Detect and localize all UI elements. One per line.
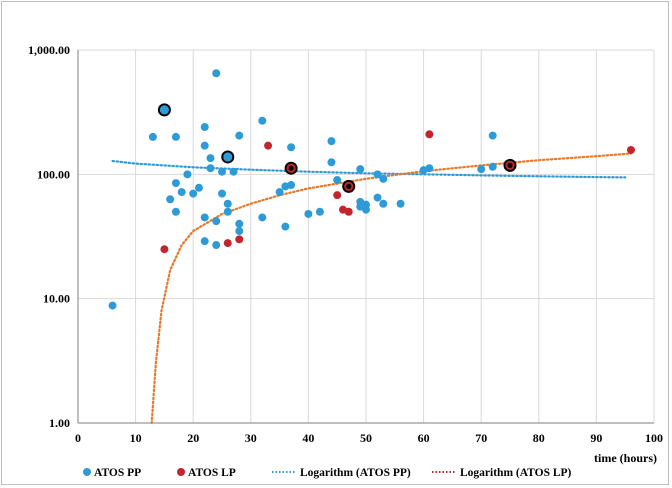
data-point [223,207,232,216]
data-point [166,195,175,204]
data-point [235,131,244,140]
grid-lines [78,49,655,423]
data-point [160,245,169,254]
data-point [477,165,486,174]
data-point [488,162,497,171]
legend-label: ATOS PP [94,467,141,479]
legend-item: ATOS PP [83,467,141,479]
data-point [373,193,382,202]
data-point [425,164,434,173]
data-point [379,199,388,208]
data-point [315,207,324,216]
data-point [235,219,244,228]
data-point [189,189,198,198]
x-tick-label: 0 [75,431,81,445]
x-tick-label: 10 [130,431,142,445]
data-point [223,199,232,208]
data-point [171,132,180,141]
y-tick-label: 10.00 [43,292,70,306]
x-tick-label: 60 [418,431,430,445]
highlight-center [346,183,352,189]
data-point [235,235,244,244]
data-point [362,205,370,214]
data-point [200,123,209,132]
data-point [218,189,226,198]
axes [77,50,654,424]
data-point [200,213,209,222]
data-point [183,170,192,179]
data-point [206,164,215,173]
x-tick-label: 40 [302,431,314,445]
data-point [287,143,296,152]
y-tick-label: 1.00 [49,416,70,430]
legend-item: Logarithm (ATOS PP) [272,467,411,479]
highlight-point [159,105,169,115]
x-tick-label: 50 [360,431,372,445]
tick-labels: 0 10 20 30 40 50 60 70 80 90 100 1.00 10.00 100.00 1,0… [28,43,663,445]
x-tick-label: 70 [475,431,487,445]
data-point [171,179,180,188]
legend-item: ATOS LP [177,467,236,479]
data-point [212,217,221,226]
data-point [333,176,342,185]
data-point [344,207,353,216]
data-point [287,181,296,190]
data-point [258,116,267,125]
data-point [327,137,336,146]
trendline [111,159,627,179]
data-point [396,199,405,208]
data-point [333,191,342,200]
highlight-point [223,152,233,162]
data-point [488,131,497,140]
data-point [373,170,382,179]
x-tick-label: 20 [187,431,199,445]
x-tick-label: 90 [590,431,602,445]
data-point [327,158,336,167]
x-axis-label: time (hours) [594,451,657,465]
highlight-center [288,165,294,171]
data-point [108,301,117,310]
x-tick-label: 100 [645,431,663,445]
data-points [108,69,635,310]
legend-marker [83,468,91,476]
data-point [356,165,365,174]
scatter-chart: 0 10 20 30 40 50 60 70 80 90 100 1.00 10.00 100.00 1,0… [28,43,663,479]
data-point [229,167,238,176]
data-point [223,239,232,248]
data-point [275,188,284,197]
data-point [264,141,273,150]
y-tick-label: 1,000.00 [28,43,70,57]
data-point [304,209,313,218]
y-tick-label: 100.00 [37,167,70,181]
highlight-center [507,162,513,168]
data-point [626,145,635,154]
data-point [379,174,388,183]
data-point [194,183,203,192]
legend: ATOS PP ATOS LP Logarithm (ATOS PP) Logarit… [83,467,572,479]
data-point [425,130,434,139]
data-point [171,207,180,216]
data-point [200,237,209,246]
legend-label: Logarithm (ATOS LP) [460,467,572,479]
data-point [212,241,221,250]
data-point [212,69,221,78]
legend-label: Logarithm (ATOS PP) [300,467,411,479]
x-tick-label: 30 [245,431,257,445]
data-point [235,227,244,236]
data-point [281,222,290,231]
data-point [177,188,186,197]
data-point [206,154,215,163]
data-point [148,132,157,141]
data-point [218,167,226,176]
legend-item: Logarithm (ATOS LP) [432,467,572,479]
data-point [200,141,209,150]
legend-marker [177,468,185,476]
legend-label: ATOS LP [188,467,236,479]
x-tick-label: 80 [533,431,545,445]
data-point [258,213,267,222]
